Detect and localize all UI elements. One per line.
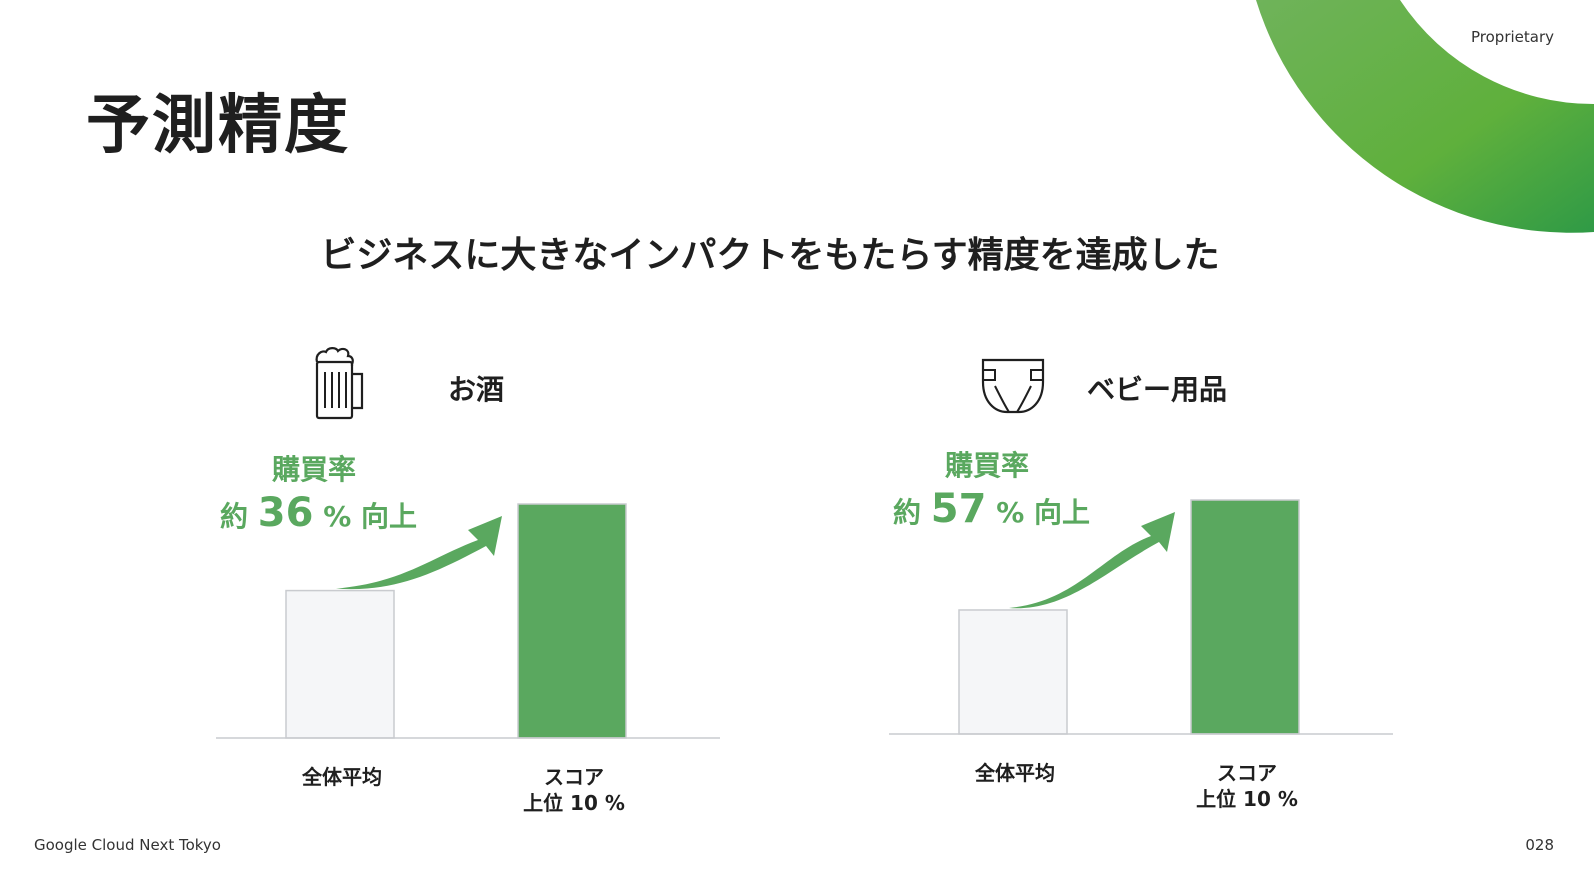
lift-label: 購買率 — [271, 453, 356, 486]
x-tick-label-average: 全体平均 — [975, 761, 1055, 785]
page-number: 028 — [1525, 836, 1554, 854]
lift-suffix: % 向上 — [323, 500, 417, 533]
bar-top10 — [1190, 499, 1300, 735]
lift-value: 57 — [930, 486, 987, 532]
chart-panel-baby-goods: ベビー用品 購買率 約 57 % 向上 全体平均 スコア 上位 10 % — [889, 336, 1409, 836]
beer-mug-icon — [315, 347, 364, 420]
proprietary-label: Proprietary — [1471, 28, 1554, 46]
lift-label: 購買率 — [944, 449, 1029, 482]
lift-suffix: % 向上 — [996, 496, 1090, 529]
lift-value-line: 約 57 % 向上 — [893, 486, 1090, 532]
bar-top10 — [517, 503, 627, 739]
event-name: Google Cloud Next Tokyo — [34, 836, 221, 854]
page-subtitle: ビジネスに大きなインパクトをもたらす精度を達成した — [320, 235, 1220, 276]
x-tick-label-average: 全体平均 — [302, 765, 382, 789]
category-title: お酒 — [448, 373, 505, 406]
diaper-icon — [981, 358, 1045, 414]
lift-value-line: 約 36 % 向上 — [220, 490, 417, 536]
bar-chart — [216, 503, 720, 739]
growth-arrow — [1009, 512, 1175, 609]
growth-arrow — [336, 516, 502, 590]
x-tick-label-top10: スコア 上位 10 % — [523, 765, 625, 815]
page-title: 予測精度 — [86, 89, 350, 163]
bar-chart — [889, 499, 1393, 735]
bar-average — [285, 589, 395, 739]
lift-value: 36 — [257, 490, 314, 536]
bar-average — [958, 609, 1068, 735]
lift-prefix: 約 — [220, 500, 249, 533]
category-title: ベビー用品 — [1087, 373, 1228, 406]
x-tick-label-top10: スコア 上位 10 % — [1196, 761, 1298, 811]
chart-panel-alcohol: お酒 購買率 約 36 % 向上 全体平均 スコア 上位 10 % — [216, 340, 736, 840]
lift-prefix: 約 — [893, 496, 922, 529]
